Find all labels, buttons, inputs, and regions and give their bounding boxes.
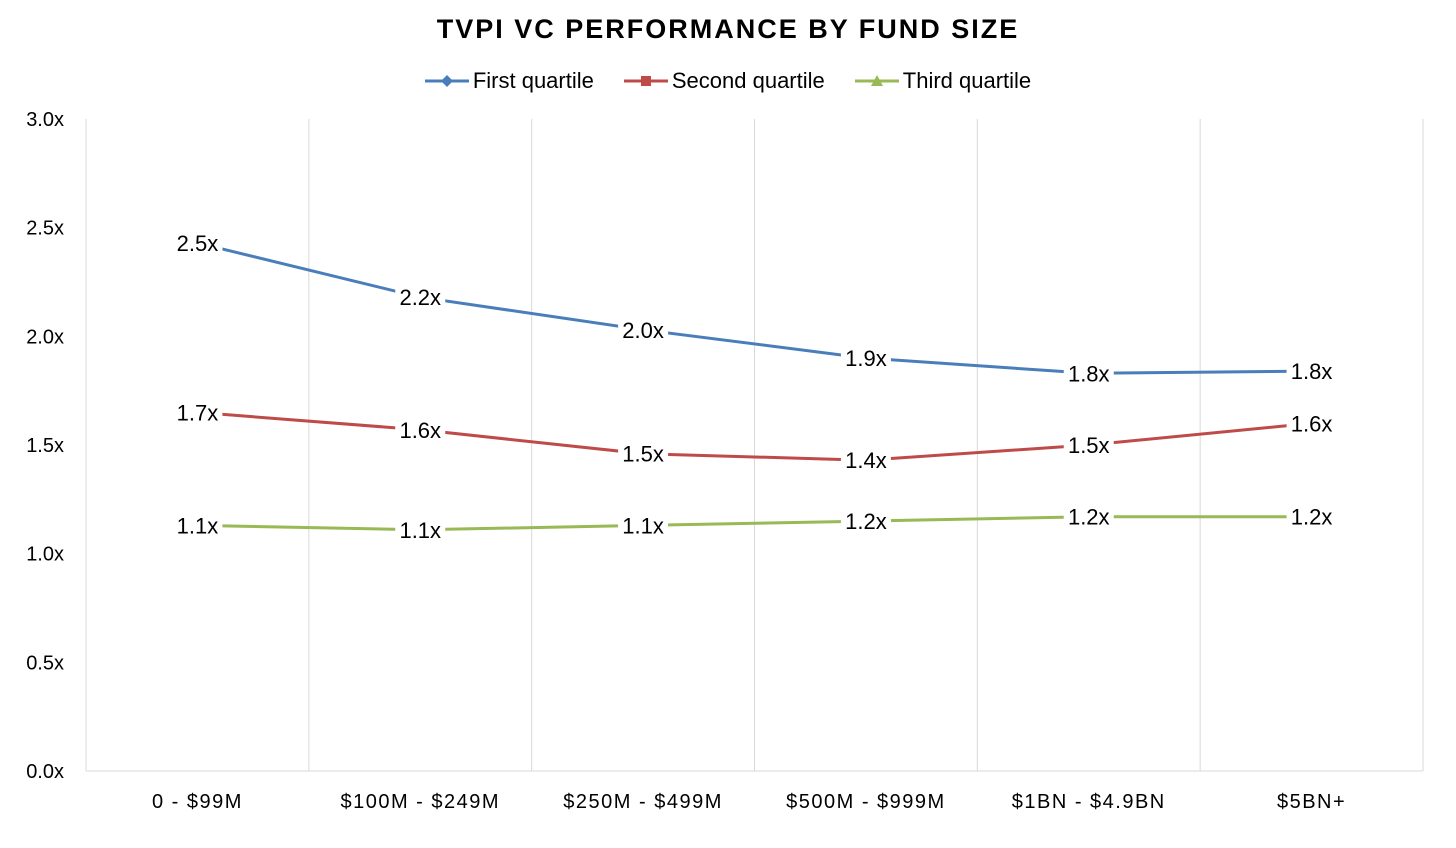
- data-label-background: [395, 285, 446, 310]
- data-label-background: [1063, 361, 1114, 386]
- data-label: 1.8x: [1291, 359, 1333, 384]
- data-label-background: [1286, 411, 1337, 436]
- data-label: 1.1x: [177, 513, 219, 538]
- data-label-background: [172, 400, 223, 425]
- y-tick-label: 1.0x: [26, 544, 64, 566]
- data-label-background: [1286, 504, 1337, 529]
- data-label-background: [172, 230, 223, 255]
- x-tick-label: $500M - $999M: [786, 791, 946, 813]
- data-label-background: [840, 346, 891, 371]
- data-label-background: [840, 509, 891, 534]
- data-label: 1.6x: [1291, 411, 1333, 436]
- legend-item: Third quartile: [854, 68, 1032, 94]
- series-line-first-quartile: [197, 241, 1312, 375]
- data-label: 1.6x: [399, 418, 441, 443]
- series-line-third-quartile: [197, 515, 1312, 532]
- data-label-background: [1063, 433, 1114, 457]
- data-label: 1.7x: [177, 400, 219, 425]
- data-label-background: [618, 317, 669, 342]
- data-label-background: [618, 513, 669, 538]
- x-tick-label: $1BN - $4.9BN: [1012, 791, 1166, 813]
- data-label: 1.1x: [622, 513, 664, 538]
- y-tick-label: 2.5x: [26, 218, 64, 240]
- legend-label: Second quartile: [671, 68, 825, 93]
- data-label-background: [172, 513, 223, 538]
- chart-title: TVPI VC PERFORMANCE BY FUND SIZE: [436, 14, 1020, 44]
- y-tick-label: 1.5x: [26, 435, 64, 457]
- legend-swatch-diamond: [424, 75, 469, 87]
- data-label-background: [1286, 359, 1337, 384]
- data-label-background: [840, 448, 891, 473]
- data-label: 2.0x: [622, 318, 664, 343]
- x-tick-label: 0 - $99M: [152, 791, 243, 813]
- x-tick-label: $250M - $499M: [563, 791, 723, 813]
- legend-label: Third quartile: [902, 68, 1032, 93]
- data-label: 2.5x: [177, 231, 219, 256]
- data-label-background: [395, 517, 446, 542]
- data-label: 1.5x: [1068, 433, 1110, 458]
- data-label-background: [395, 417, 446, 442]
- y-tick-label: 3.0x: [26, 109, 64, 131]
- data-label: 1.2x: [1068, 505, 1110, 530]
- series-line-second-quartile: [197, 410, 1312, 462]
- y-tick-label: 0.0x: [26, 761, 64, 783]
- data-label: 2.2x: [399, 285, 441, 310]
- y-tick-label: 2.0x: [26, 326, 64, 348]
- y-tick-label: 0.5x: [26, 652, 64, 674]
- data-label: 1.4x: [845, 448, 887, 473]
- legend-swatch-triangle: [854, 75, 899, 86]
- data-label: 1.1x: [399, 518, 441, 543]
- data-label-background: [1063, 504, 1114, 529]
- data-label: 1.2x: [1291, 505, 1333, 530]
- legend-item: Second quartile: [623, 68, 825, 94]
- x-tick-label: $5BN+: [1277, 791, 1346, 813]
- legend-label: First quartile: [472, 68, 594, 93]
- data-label: 1.5x: [622, 442, 664, 467]
- data-label-background: [618, 441, 669, 466]
- chart-legend: First quartile Second quartile Third quart…: [0, 68, 1456, 94]
- data-label: 1.8x: [1068, 361, 1110, 386]
- data-label: 1.2x: [845, 509, 887, 534]
- legend-swatch-square: [623, 76, 668, 86]
- legend-item: First quartile: [424, 68, 594, 94]
- x-tick-label: $100M - $249M: [340, 791, 500, 813]
- data-label: 1.9x: [845, 346, 887, 371]
